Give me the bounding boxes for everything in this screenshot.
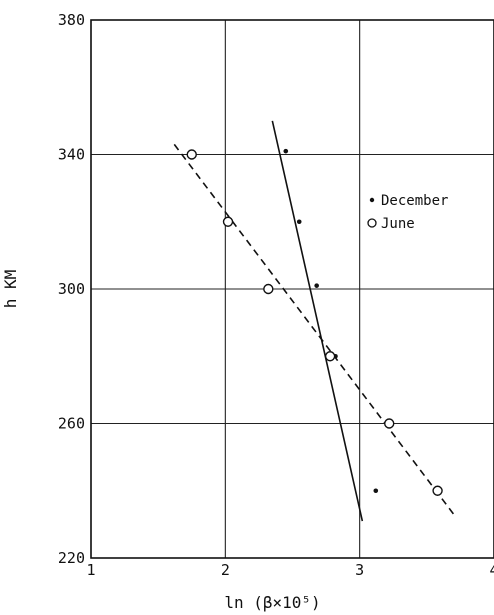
december-point bbox=[314, 283, 319, 288]
grid bbox=[90, 19, 494, 559]
june-fit-line bbox=[173, 143, 455, 515]
plot-frame bbox=[90, 19, 494, 559]
x-axis-label: ln (β×10⁵) bbox=[224, 593, 320, 612]
y-tick-label: 220 bbox=[58, 549, 85, 567]
june-point bbox=[263, 283, 274, 295]
december-point bbox=[283, 148, 289, 154]
y-axis-label: h KM bbox=[1, 270, 20, 309]
june-point bbox=[222, 216, 234, 227]
june-point bbox=[324, 351, 336, 362]
y-tick-label: 300 bbox=[58, 280, 85, 298]
x-tick-label: 2 bbox=[221, 561, 230, 579]
y-tick-label: 340 bbox=[58, 146, 85, 164]
data-points bbox=[186, 148, 443, 496]
x-tick-label: 3 bbox=[355, 561, 364, 579]
x-tick-label: 1 bbox=[86, 561, 95, 579]
december-point bbox=[296, 219, 302, 225]
legend-december-marker bbox=[369, 197, 375, 203]
legend-june-label: June bbox=[381, 216, 415, 232]
y-tick-label: 260 bbox=[58, 415, 85, 433]
december-point bbox=[373, 488, 379, 494]
x-tick-label: 4 bbox=[489, 561, 494, 579]
december-fit-line bbox=[271, 120, 364, 522]
fit-lines bbox=[173, 120, 455, 522]
june-point bbox=[384, 418, 395, 429]
tick-labels: 1 2 3 4 220 260 300 340 380 bbox=[58, 11, 494, 579]
y-tick-label: 380 bbox=[58, 11, 85, 29]
legend-december-label: December bbox=[381, 193, 448, 209]
june-point bbox=[186, 149, 197, 160]
legend-june-marker bbox=[367, 218, 377, 228]
legend: December June bbox=[367, 193, 448, 232]
june-point bbox=[432, 485, 443, 496]
